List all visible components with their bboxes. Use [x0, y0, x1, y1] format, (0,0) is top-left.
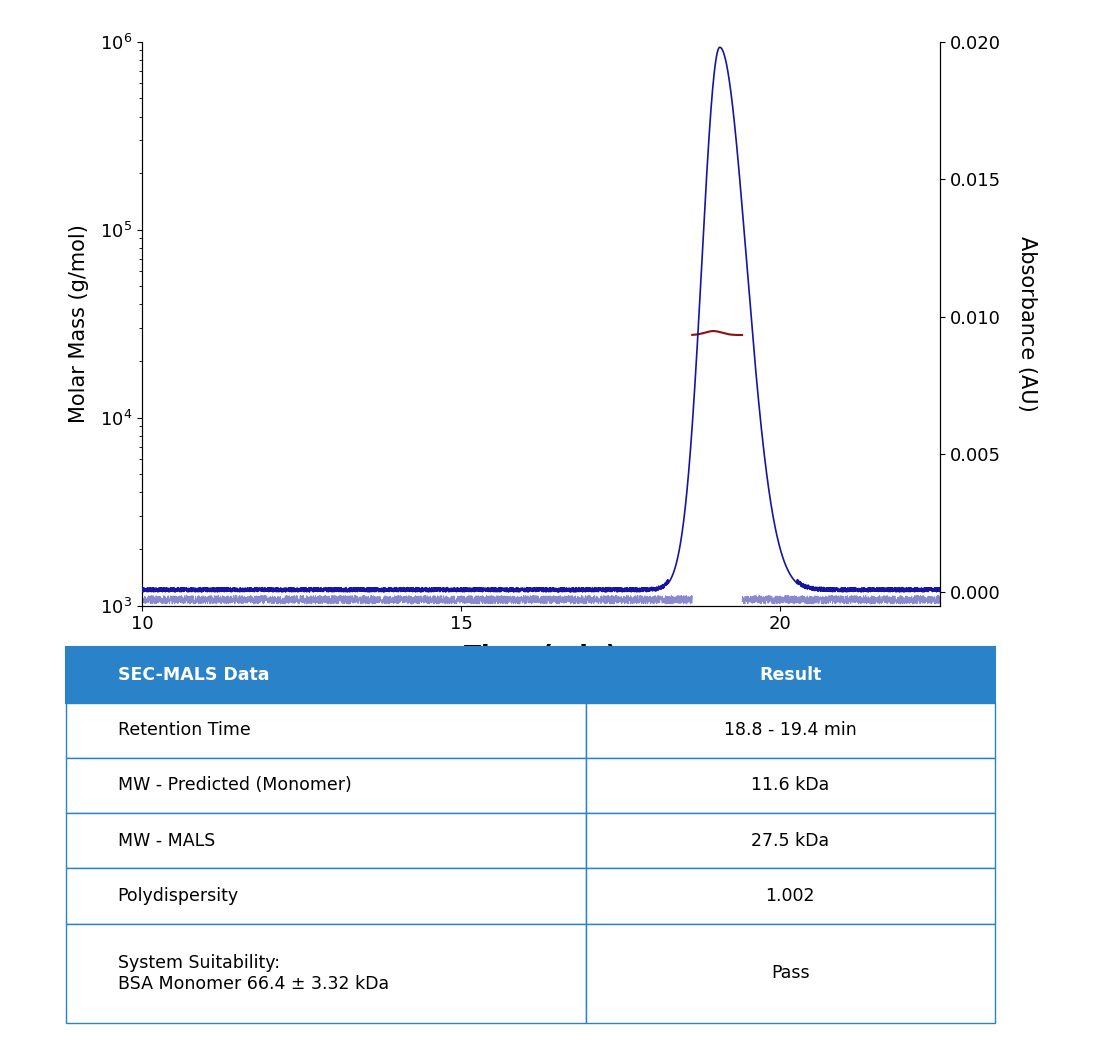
Y-axis label: Molar Mass (g/mol): Molar Mass (g/mol) — [69, 224, 89, 423]
Y-axis label: Absorbance (AU): Absorbance (AU) — [1018, 236, 1037, 411]
X-axis label: Time (min): Time (min) — [465, 644, 618, 668]
